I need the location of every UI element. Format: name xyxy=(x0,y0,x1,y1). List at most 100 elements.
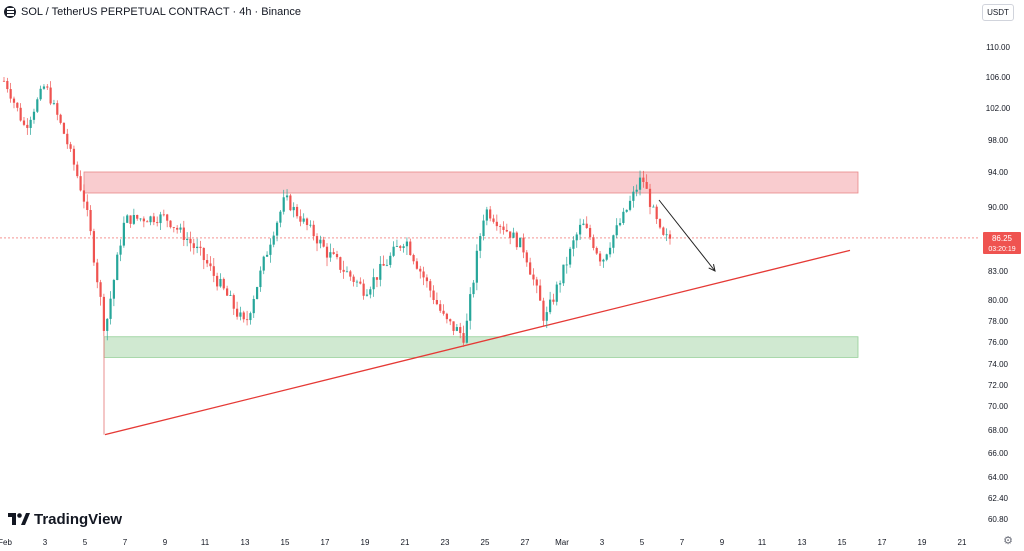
candle-up xyxy=(472,280,475,298)
candle-down xyxy=(245,310,249,326)
candle-down xyxy=(539,279,542,301)
candle-up xyxy=(565,256,568,274)
candle-down xyxy=(459,322,462,339)
candle-up xyxy=(279,209,282,228)
candle-up xyxy=(559,280,562,293)
candle-down xyxy=(16,102,19,112)
candle-up xyxy=(385,259,389,267)
candle-up xyxy=(485,206,488,226)
candle-down xyxy=(409,238,412,256)
candle-up xyxy=(572,236,575,257)
candle-down xyxy=(99,279,102,306)
candle-up xyxy=(255,286,259,300)
candle-down xyxy=(312,220,315,241)
candle-up xyxy=(569,246,572,268)
candle-up xyxy=(186,232,189,247)
candle-down xyxy=(429,278,432,298)
candle-down xyxy=(658,218,662,230)
resistance-zone[interactable] xyxy=(83,171,859,194)
candle-up xyxy=(602,258,605,268)
support-zone[interactable] xyxy=(103,336,859,358)
candles-layer xyxy=(2,76,672,347)
candle-up xyxy=(52,99,56,106)
candle-up xyxy=(126,214,129,224)
candle-down xyxy=(662,226,665,236)
candle-up xyxy=(355,279,359,288)
candle-down xyxy=(452,321,455,336)
x-tick-label: 11 xyxy=(758,538,767,547)
candle-up xyxy=(292,202,295,218)
candle-up xyxy=(465,313,468,344)
candle-down xyxy=(425,274,429,288)
candle-down xyxy=(532,268,535,286)
settings-icon[interactable]: ⚙ xyxy=(1003,535,1013,547)
candle-up xyxy=(608,242,612,258)
candle-down xyxy=(489,206,492,222)
candle-up xyxy=(272,231,275,248)
x-tick-label: 9 xyxy=(720,538,725,547)
sol-coin-icon xyxy=(4,6,16,18)
x-tick-label: 7 xyxy=(123,538,128,547)
candle-up xyxy=(469,287,472,330)
candle-up xyxy=(302,213,305,224)
candle-up xyxy=(196,238,199,254)
candle-down xyxy=(62,122,66,135)
candle-down xyxy=(502,221,505,235)
candle-up xyxy=(455,324,458,332)
x-tick-label: 11 xyxy=(201,538,210,547)
candle-down xyxy=(202,247,205,270)
candle-up xyxy=(139,218,142,222)
y-tick-label: 78.00 xyxy=(988,317,1009,326)
candle-up xyxy=(392,241,395,258)
candle-down xyxy=(156,216,159,227)
candle-up xyxy=(36,97,39,113)
candle-down xyxy=(72,145,76,171)
candle-down xyxy=(645,174,648,189)
candle-up xyxy=(275,220,279,242)
candle-down xyxy=(349,269,352,281)
candle-up xyxy=(632,186,635,208)
candle-down xyxy=(435,292,438,306)
ascending-trendline[interactable] xyxy=(104,249,851,436)
x-tick-label: 27 xyxy=(521,538,530,547)
candle-down xyxy=(525,250,528,267)
candle-down xyxy=(642,170,645,188)
candle-down xyxy=(415,258,419,270)
arrow-head xyxy=(708,264,716,272)
candle-down xyxy=(492,214,495,224)
candle-down xyxy=(522,233,525,259)
candle-down xyxy=(236,301,239,320)
candle-up xyxy=(628,195,632,212)
candle-up xyxy=(582,219,585,226)
tradingview-logo: TradingView xyxy=(8,510,122,528)
projection-arrow[interactable] xyxy=(658,199,716,272)
candle-up xyxy=(329,243,332,262)
candle-down xyxy=(169,220,172,229)
candle-down xyxy=(342,260,345,279)
candle-down xyxy=(89,205,92,236)
currency-selector[interactable]: USDT xyxy=(982,4,1014,21)
x-tick-label: 13 xyxy=(798,538,807,547)
tradingview-logo-icon xyxy=(8,513,30,525)
candle-down xyxy=(222,277,225,291)
candle-up xyxy=(615,218,618,239)
candle-up xyxy=(345,266,349,273)
candle-down xyxy=(96,258,99,289)
candle-down xyxy=(495,214,498,231)
candle-down xyxy=(232,293,235,315)
candle-down xyxy=(92,228,96,266)
candle-up xyxy=(618,218,622,227)
y-tick-label: 60.80 xyxy=(988,515,1009,524)
candle-down xyxy=(129,215,132,228)
candle-down xyxy=(295,204,299,219)
y-tick-label: 76.00 xyxy=(988,338,1009,347)
x-tick-label: 13 xyxy=(241,538,250,547)
candle-up xyxy=(635,184,638,197)
candle-down xyxy=(216,272,219,291)
candle-up xyxy=(402,243,405,253)
candle-up xyxy=(665,228,668,242)
candle-down xyxy=(12,96,16,109)
candle-up xyxy=(578,218,582,241)
x-tick-label: 19 xyxy=(918,538,927,547)
